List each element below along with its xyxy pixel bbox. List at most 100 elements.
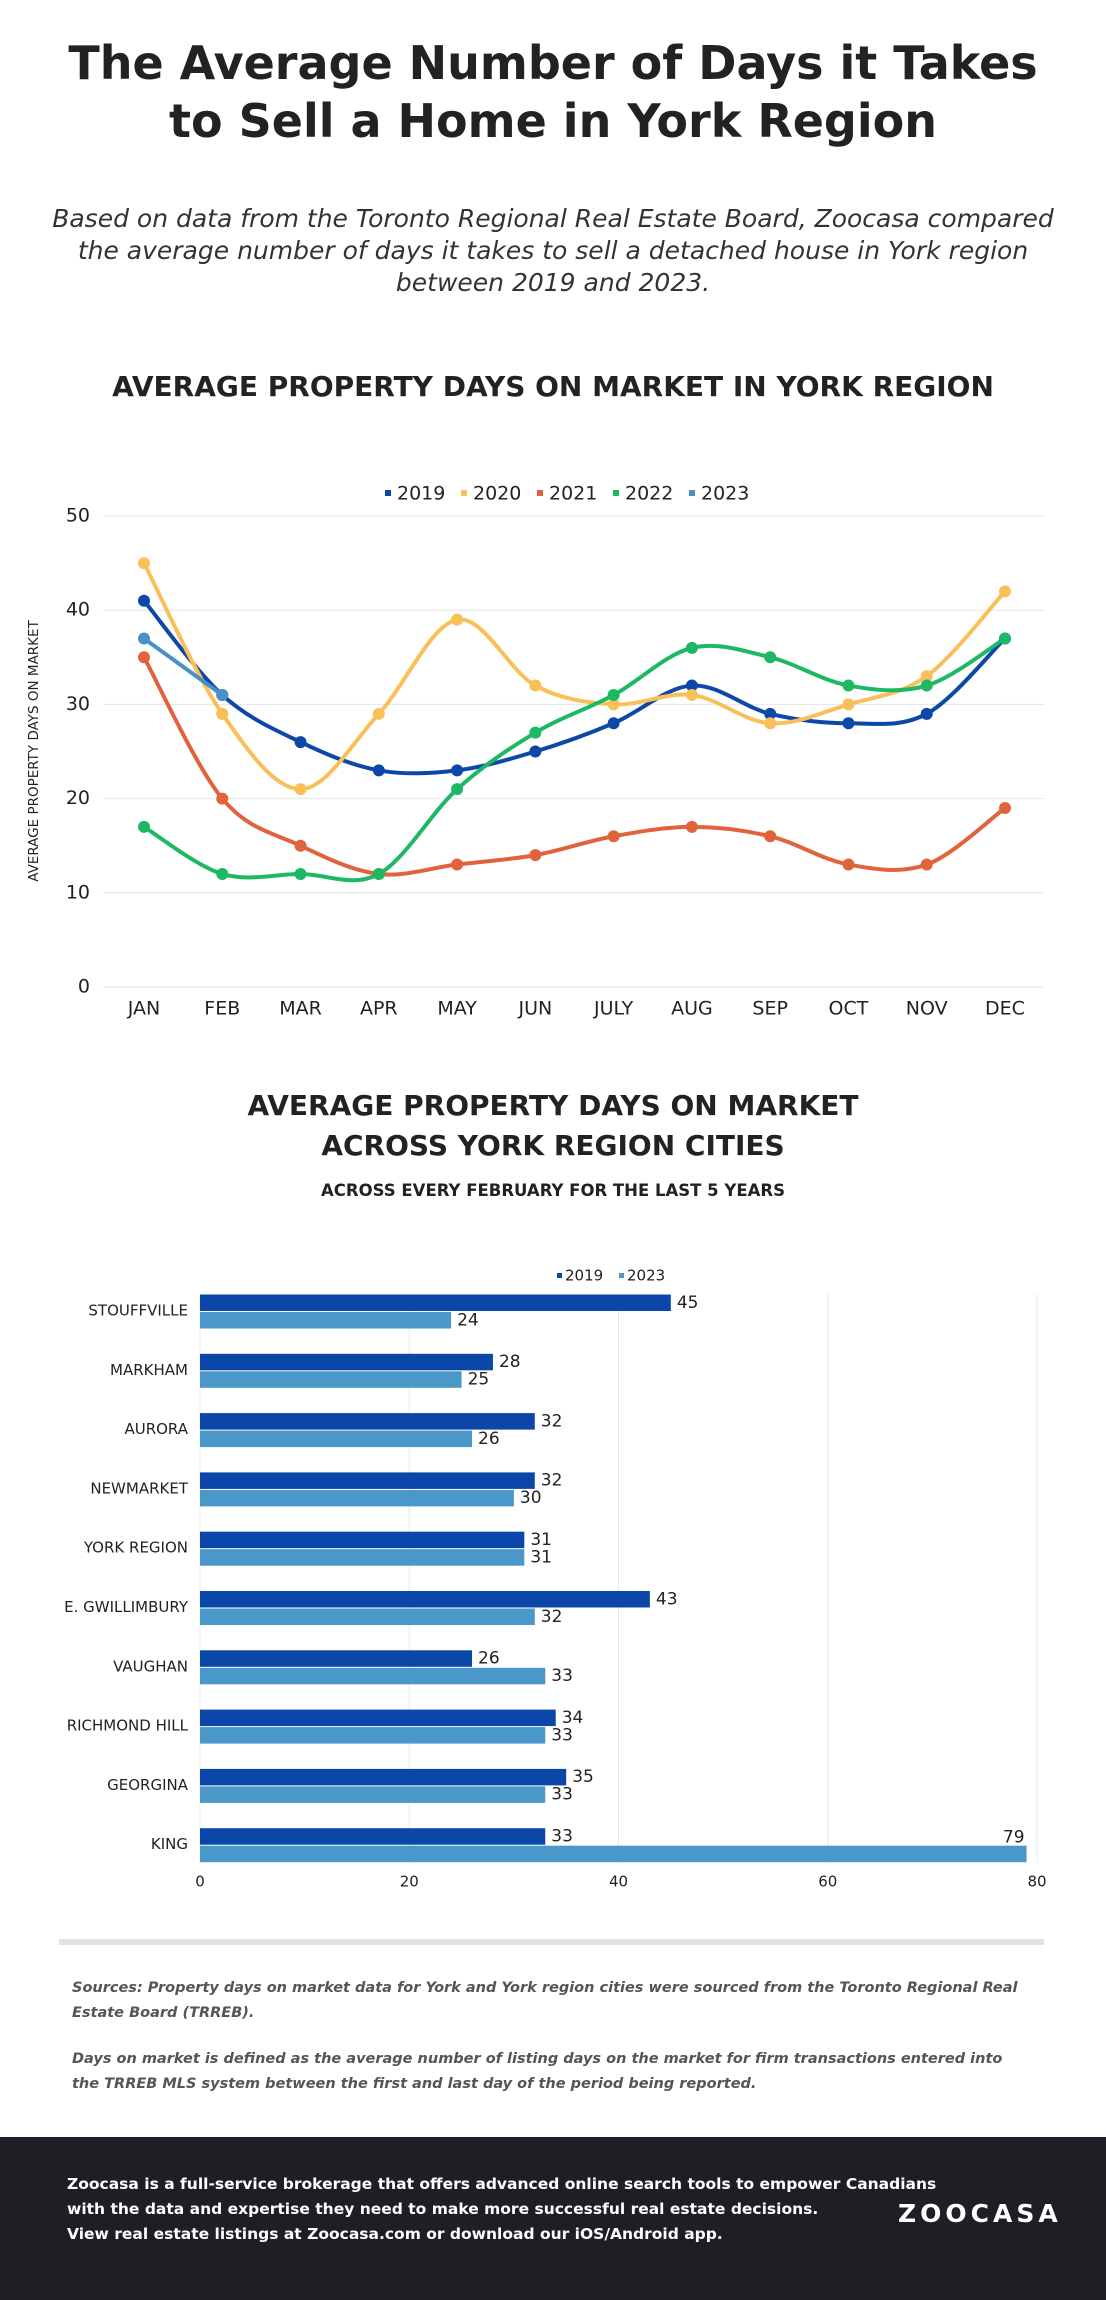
- data-label: 33: [551, 1725, 573, 1745]
- data-label: 31: [530, 1547, 552, 1567]
- data-point: [607, 698, 620, 711]
- data-point: [842, 679, 855, 692]
- title-line: The Average Number of Days it Takes: [68, 36, 1038, 90]
- note: Sources: Property days on market data fo…: [72, 1980, 1018, 2021]
- bar: [200, 1727, 546, 1744]
- data-point: [842, 717, 855, 730]
- x-tick-label: FEB: [204, 998, 240, 1020]
- x-tick-label: 0: [195, 1873, 205, 1891]
- x-tick-label: 40: [609, 1873, 628, 1891]
- chart-title: AVERAGE PROPERTY DAYS ON MARKET IN YORK …: [112, 370, 994, 403]
- data-label: 32: [541, 1607, 563, 1627]
- data-label: 32: [541, 1471, 563, 1491]
- data-point: [216, 792, 229, 805]
- data-point: [372, 707, 385, 720]
- data-point: [216, 688, 229, 701]
- bar: [200, 1430, 473, 1448]
- y-tick-label: 30: [66, 693, 90, 715]
- bar: [200, 1353, 493, 1371]
- category-label: E. GWILLIMBURY: [64, 1598, 189, 1616]
- x-tick-label: APR: [360, 998, 398, 1020]
- data-point: [451, 764, 464, 777]
- data-point: [216, 867, 229, 880]
- data-point: [294, 736, 307, 749]
- bar: [200, 1591, 650, 1608]
- data-point: [920, 858, 933, 871]
- data-point: [685, 679, 698, 692]
- legend-label: 2020: [473, 483, 521, 505]
- data-point: [685, 641, 698, 654]
- legend-marker: [537, 490, 543, 496]
- x-tick-label: JUN: [517, 998, 552, 1020]
- data-point: [920, 679, 933, 692]
- x-tick-label: 20: [400, 1873, 419, 1891]
- data-point: [529, 849, 542, 862]
- y-tick-label: 10: [66, 881, 90, 903]
- series-line: [142, 636, 225, 697]
- bar: [200, 1768, 567, 1786]
- data-label: 33: [551, 1666, 573, 1686]
- category-label: STOUFFVILLE: [88, 1302, 188, 1320]
- legend-marker: [619, 1273, 624, 1278]
- data-label: 30: [520, 1488, 542, 1508]
- data-point: [999, 585, 1011, 598]
- bar: [200, 1608, 535, 1625]
- bar: [200, 1312, 452, 1329]
- legend-label: 2019: [397, 483, 445, 505]
- bar: [200, 1294, 671, 1311]
- data-label: 43: [656, 1589, 678, 1609]
- bar: [200, 1531, 525, 1549]
- data-label: 34: [562, 1708, 584, 1728]
- data-label: 32: [541, 1411, 563, 1431]
- bar: [200, 1667, 546, 1685]
- data-point: [764, 651, 777, 664]
- data-point: [138, 651, 150, 664]
- data-point: [764, 830, 777, 843]
- footer-line: Zoocasa is a full-service brokerage that…: [67, 2175, 937, 2193]
- data-point: [372, 867, 385, 880]
- footer-line: View real estate listings at Zoocasa.com…: [67, 2225, 723, 2243]
- data-point: [529, 679, 542, 692]
- legend-label: 2019: [565, 1267, 603, 1285]
- subtitle-line: between 2019 and 2023.: [395, 268, 711, 297]
- legend-label: 2022: [625, 483, 673, 505]
- legend-marker: [613, 490, 619, 496]
- series-line: [142, 561, 1007, 792]
- data-point: [138, 820, 150, 833]
- data-point: [999, 802, 1011, 815]
- y-tick-label: 0: [78, 976, 90, 998]
- y-tick-label: 50: [66, 505, 90, 527]
- footer: Zoocasa is a full-service brokerage that…: [0, 2137, 1106, 2300]
- bar: [200, 1549, 525, 1566]
- x-tick-label: AUG: [671, 998, 713, 1020]
- data-label: 33: [551, 1785, 573, 1805]
- data-point: [607, 830, 620, 843]
- data-point: [529, 745, 542, 758]
- data-point: [451, 613, 464, 626]
- subtitle-line: the average number of days it takes to s…: [77, 236, 1029, 265]
- data-point: [294, 867, 307, 880]
- data-point: [920, 670, 933, 683]
- series-line: [142, 598, 1007, 776]
- y-tick-label: 20: [66, 787, 90, 809]
- legend-label: 2023: [627, 1267, 665, 1285]
- data-point: [920, 707, 933, 720]
- x-tick-label: NOV: [906, 998, 948, 1020]
- data-point: [138, 594, 150, 607]
- legend-label: 2021: [549, 483, 597, 505]
- note: Days on market is defined as the average…: [72, 2051, 1003, 2092]
- bar: [200, 1489, 514, 1507]
- legend-marker: [689, 490, 695, 496]
- data-point: [216, 707, 229, 720]
- bar: [200, 1786, 546, 1803]
- subtitle-line: Based on data from the Toronto Regional …: [52, 204, 1054, 233]
- y-tick-label: 40: [66, 599, 90, 621]
- data-point: [451, 858, 464, 871]
- divider: [59, 1939, 1044, 1945]
- chart-title: AVERAGE PROPERTY DAYS ON MARKET ACROSS Y…: [247, 1089, 859, 1162]
- data-point: [842, 858, 855, 871]
- data-label: 35: [572, 1767, 594, 1787]
- x-tick-label: MAR: [279, 998, 322, 1020]
- data-label: 45: [677, 1293, 699, 1313]
- bar: [200, 1845, 1027, 1863]
